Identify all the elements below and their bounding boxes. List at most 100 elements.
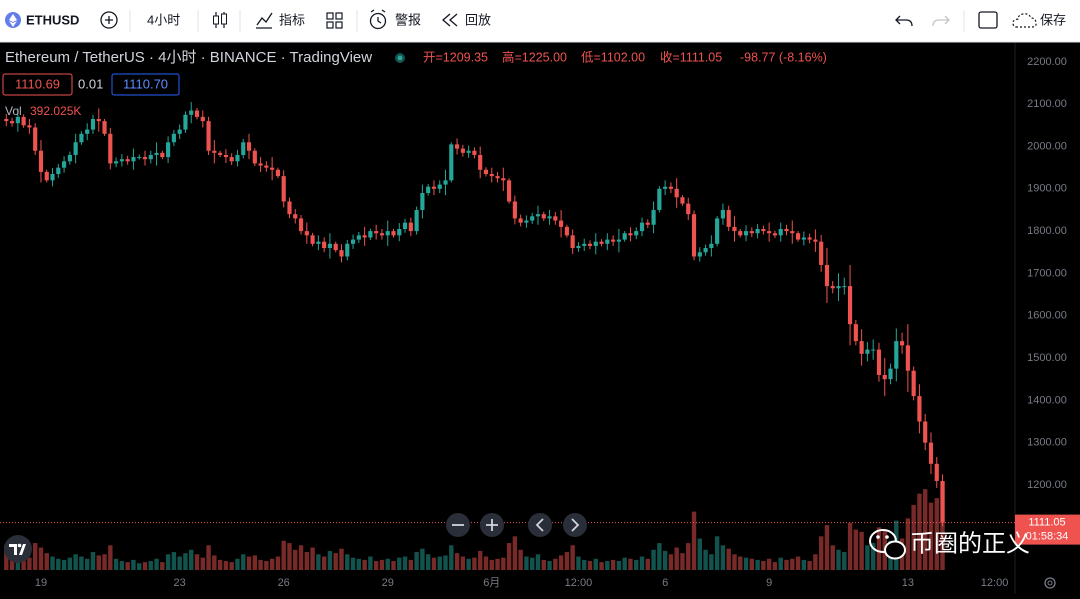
volume-bar (113, 558, 119, 570)
scroll-left[interactable] (528, 513, 552, 537)
symbol-button[interactable]: ETHUSD (5, 12, 79, 28)
candle-icon-body (221, 13, 227, 25)
indicators-icon (256, 12, 273, 29)
candle-body (9, 121, 15, 124)
indicators-button[interactable]: 指标 (256, 12, 305, 29)
candle-body (512, 201, 517, 219)
scroll-right[interactable] (563, 513, 587, 537)
candle-body (316, 241, 321, 244)
candle-body (541, 214, 546, 219)
candle-body (189, 110, 194, 115)
candle-body (743, 231, 749, 236)
volume-bar (131, 559, 136, 570)
volume-bar (558, 555, 564, 570)
interval[interactable]: 4小时 (147, 12, 180, 27)
x-tick-label: 6 (662, 577, 668, 589)
candle-body (142, 157, 148, 160)
ohlc-low: 低=1102.00 (581, 50, 645, 64)
alert-button[interactable]: 警报 (369, 9, 422, 30)
volume-bar (264, 561, 269, 570)
candle-body (628, 233, 633, 236)
add-symbol[interactable] (100, 11, 118, 29)
volume-bar (368, 556, 373, 570)
volume-bar (287, 543, 292, 570)
volume-bar (350, 557, 356, 570)
volume-bar (50, 556, 55, 570)
candle-body (663, 186, 668, 189)
candle-body (859, 341, 864, 354)
ohlc-open: 开=1209.35 (423, 50, 488, 64)
volume-bar (495, 558, 500, 570)
volume-bar (85, 558, 90, 570)
candle-body (495, 176, 500, 179)
candle-body (183, 114, 188, 130)
save-button[interactable]: 保存 (1012, 12, 1066, 28)
candle-body (345, 243, 350, 257)
x-tick-label: 19 (35, 577, 47, 589)
candle-body (408, 222, 413, 232)
volume-bar (229, 562, 234, 570)
settings-icon[interactable] (1044, 577, 1056, 589)
candle-body (911, 370, 916, 397)
layout-button[interactable] (326, 12, 343, 29)
chart-style[interactable] (213, 12, 227, 28)
candle-body (767, 231, 772, 234)
replay-button[interactable]: 回放 (442, 12, 491, 27)
candle-body (62, 161, 67, 168)
candle-body (686, 203, 691, 215)
volume-bar (605, 561, 610, 570)
x-tick-label: 29 (382, 577, 394, 589)
candle-body (622, 233, 627, 240)
candle-body (905, 345, 910, 371)
candle-body (56, 167, 61, 174)
volume-bar (570, 545, 575, 570)
volume-bar (917, 493, 922, 570)
candle-body (882, 374, 887, 380)
candle-body (177, 129, 182, 134)
volume-bar (691, 511, 697, 570)
y-tick-label: 2000.00 (1027, 140, 1067, 152)
zoom-in[interactable] (480, 513, 504, 537)
candle-body (114, 161, 119, 164)
fullscreen-button[interactable] (978, 11, 998, 29)
alert-glyph (370, 9, 386, 24)
zoom-out[interactable] (446, 513, 470, 537)
volume-bar (217, 559, 223, 570)
candle-body (483, 169, 489, 174)
y-tick-label: 1500.00 (1027, 352, 1067, 364)
candle-body (90, 119, 96, 130)
last-price-label: 1111.05 (1028, 517, 1065, 529)
layout-icon (335, 21, 343, 29)
candle-body (27, 125, 32, 128)
candle-body (576, 245, 581, 249)
volume-bar (391, 561, 396, 570)
bid-box[interactable] (2, 73, 73, 96)
candle-body (900, 341, 905, 346)
candle-body (21, 116, 26, 126)
candle-body (674, 188, 679, 198)
tv-logo[interactable] (4, 535, 32, 563)
volume-bar (599, 562, 604, 570)
ask-box[interactable] (111, 73, 180, 96)
redo-button[interactable] (932, 15, 950, 27)
candle-body (564, 226, 569, 236)
candle-body (246, 142, 252, 151)
add-glyph (105, 16, 113, 24)
candle-body (582, 243, 587, 246)
candle-body (137, 157, 142, 159)
volume-bar (524, 556, 529, 570)
add-icon (100, 11, 118, 29)
y-tick-label: 2200.00 (1027, 56, 1067, 68)
undo-button[interactable] (895, 15, 913, 27)
volume-bar (512, 536, 518, 570)
volume-bar (657, 543, 662, 570)
candle-body (934, 463, 939, 482)
alert-label: 警报 (395, 12, 421, 27)
candle-icon-body (213, 15, 219, 25)
candle-body (790, 231, 795, 234)
volume-bar (96, 555, 101, 570)
candle-body (414, 209, 419, 232)
candle-body (535, 214, 541, 217)
candle-body (454, 144, 460, 149)
